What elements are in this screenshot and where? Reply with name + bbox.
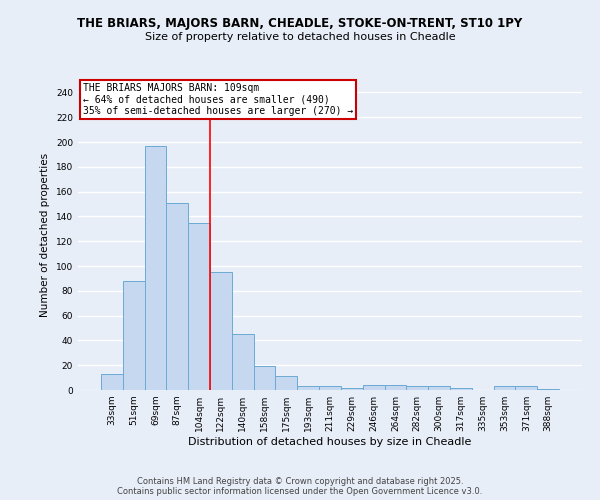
Bar — [494, 386, 515, 390]
Bar — [210, 272, 232, 390]
Bar — [319, 386, 341, 390]
Bar — [188, 222, 210, 390]
Text: THE BRIARS, MAJORS BARN, CHEADLE, STOKE-ON-TRENT, ST10 1PY: THE BRIARS, MAJORS BARN, CHEADLE, STOKE-… — [77, 18, 523, 30]
Bar — [363, 385, 385, 390]
Text: Contains public sector information licensed under the Open Government Licence v3: Contains public sector information licen… — [118, 488, 482, 496]
X-axis label: Distribution of detached houses by size in Cheadle: Distribution of detached houses by size … — [188, 437, 472, 447]
Bar — [537, 389, 559, 390]
Bar — [515, 386, 537, 390]
Bar — [450, 388, 472, 390]
Text: Size of property relative to detached houses in Cheadle: Size of property relative to detached ho… — [145, 32, 455, 42]
Bar — [145, 146, 166, 390]
Y-axis label: Number of detached properties: Number of detached properties — [40, 153, 50, 317]
Bar — [385, 385, 406, 390]
Bar — [428, 386, 450, 390]
Bar — [254, 366, 275, 390]
Bar — [123, 281, 145, 390]
Bar — [406, 386, 428, 390]
Text: Contains HM Land Registry data © Crown copyright and database right 2025.: Contains HM Land Registry data © Crown c… — [137, 478, 463, 486]
Bar — [166, 203, 188, 390]
Bar — [297, 386, 319, 390]
Bar — [101, 374, 123, 390]
Text: THE BRIARS MAJORS BARN: 109sqm
← 64% of detached houses are smaller (490)
35% of: THE BRIARS MAJORS BARN: 109sqm ← 64% of … — [83, 83, 353, 116]
Bar — [232, 334, 254, 390]
Bar — [275, 376, 297, 390]
Bar — [341, 388, 363, 390]
